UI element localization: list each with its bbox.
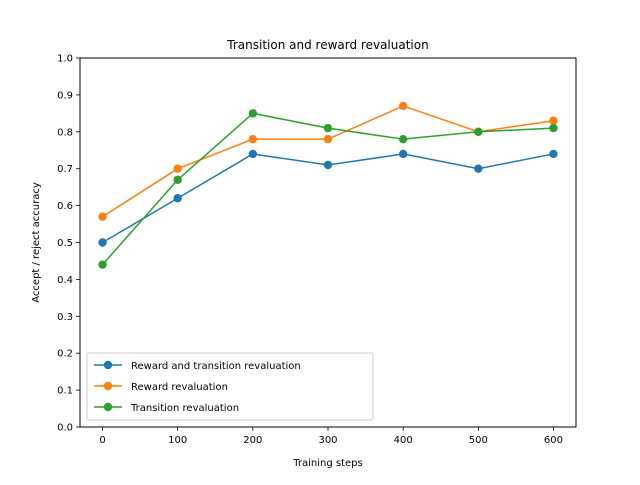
y-tick-label: 0.2 [57,349,73,360]
data-point [173,194,182,203]
y-tick-label: 0.6 [57,201,73,212]
data-point [323,134,333,144]
chart-title: Transition and reward revaluation [226,38,428,52]
x-tick-label: 500 [469,435,488,446]
data-point [98,212,107,221]
y-tick-label: 1.0 [57,54,73,65]
y-tick-label: 0.7 [57,164,73,175]
data-point [173,164,182,173]
x-tick-label: 200 [243,435,262,446]
series-3 [98,109,558,269]
axis-ticks: 0 100 200 300 400 500 600 0.0 0.1 0.2 0.3 0.4 0.5 0.6… [57,54,563,447]
data-point [549,116,558,125]
data-point [98,238,107,247]
legend-marker [103,402,113,412]
data-point [98,260,107,269]
data-point [549,149,558,159]
plot-area [98,101,558,269]
data-point [398,149,408,159]
data-point [474,127,483,136]
data-point [248,149,258,159]
y-tick-label: 0.4 [57,275,73,286]
data-point [398,134,408,144]
series-1 [98,149,558,247]
data-point [474,164,483,173]
legend-label: Transition revaluation [130,403,239,414]
legend-label: Reward and transition revaluation [131,361,301,372]
legend-item: Transition revaluation [94,402,239,414]
legend-box [86,352,374,421]
data-point [248,134,258,144]
legend-item: Reward and transition revaluation [94,360,301,372]
legend-marker [103,381,113,391]
data-point [549,123,558,133]
legend-item: Reward revaluation [94,381,228,393]
y-tick-label: 0.9 [57,90,73,101]
y-tick-label: 0.5 [57,238,73,249]
x-tick-label: 300 [318,435,337,446]
y-tick-label: 0.3 [57,312,73,323]
data-point [323,123,333,133]
data-point [398,101,408,111]
axes-frame [79,57,577,428]
y-tick-label: 0.8 [57,127,73,138]
data-point [323,160,333,170]
data-point [173,175,182,184]
x-tick-label: 100 [168,435,187,446]
x-tick-label: 0 [99,435,105,446]
y-tick-label: 0.0 [57,423,73,434]
legend: Reward and transition revaluation Reward … [86,352,374,421]
x-axis-label: Training steps [292,458,362,469]
legend-label: Reward revaluation [131,382,228,393]
y-axis-label: Accept / reject accuracy [31,182,42,303]
data-point [248,109,258,118]
y-tick-label: 0.1 [57,386,73,397]
x-tick-label: 600 [544,435,563,446]
x-tick-label: 400 [394,435,413,446]
legend-marker [103,360,113,370]
